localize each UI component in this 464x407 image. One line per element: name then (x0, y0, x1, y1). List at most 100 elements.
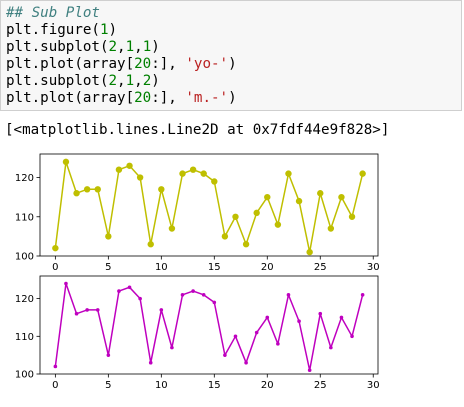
data-point (201, 293, 206, 297)
code-token: ) (228, 56, 237, 72)
code-editor[interactable]: ## Sub Plot plt.figure(1) plt.subplot(2,1,… (6, 5, 237, 107)
code-line: plt.subplot(2,1,2) (6, 73, 237, 90)
axes-frame (39, 153, 379, 257)
code-token: ) (151, 73, 160, 89)
y-tick-label: 100 (15, 370, 34, 381)
data-point (126, 162, 133, 169)
code-token: 20 (134, 56, 152, 72)
data-point (95, 308, 100, 312)
data-point (148, 360, 153, 365)
y-tick-label: 120 (15, 294, 34, 305)
code-token: ) (108, 22, 118, 38)
code-token: 2 (108, 39, 118, 55)
code-line: plt.subplot(2,1,1) (6, 39, 237, 56)
data-point (265, 315, 270, 320)
data-point (276, 342, 280, 346)
y-tick-label: 110 (15, 212, 34, 223)
data-point (200, 170, 207, 177)
data-point (274, 221, 282, 228)
code-line: ## Sub Plot (6, 5, 237, 22)
data-point (115, 166, 123, 173)
code-token: ## Sub Plot (6, 5, 100, 21)
data-point (327, 225, 335, 232)
data-point (348, 213, 356, 220)
data-point (158, 186, 165, 193)
x-tick-label: 5 (105, 262, 111, 273)
data-point (233, 334, 238, 339)
data-point (53, 364, 58, 369)
data-point (52, 244, 59, 252)
data-point (339, 315, 344, 320)
data-point (297, 319, 301, 324)
x-tick-label: 0 (52, 262, 58, 273)
data-point (138, 296, 142, 301)
data-point (105, 233, 112, 240)
code-token: 1 (125, 39, 135, 55)
x-tick-label: 5 (105, 380, 111, 391)
axes-frame (39, 275, 379, 375)
series-line (54, 282, 364, 371)
code-token: plt.subplot( (6, 73, 109, 89)
data-point (307, 368, 312, 373)
data-point (211, 178, 218, 185)
y-tick-label: 100 (15, 252, 34, 263)
data-point (264, 193, 271, 201)
x-tick-label: 15 (208, 380, 221, 391)
data-point (189, 166, 197, 173)
data-point (74, 311, 79, 316)
data-point (94, 186, 101, 193)
data-point (285, 170, 292, 177)
data-point (180, 293, 185, 297)
data-point (318, 311, 323, 316)
data-point (223, 353, 227, 357)
code-token: , (134, 73, 143, 89)
x-tick-label: 15 (208, 262, 221, 273)
data-point (136, 174, 144, 181)
data-point (64, 281, 68, 286)
code-token: ) (228, 90, 237, 106)
y-tick-label: 120 (15, 173, 34, 184)
x-tick-label: 20 (261, 380, 274, 391)
code-line: plt.plot(array[20:], 'm.-') (6, 90, 237, 107)
code-token: plt.subplot( (6, 39, 109, 55)
code-token: 1 (142, 39, 152, 55)
data-point (179, 170, 186, 177)
data-point (242, 241, 250, 248)
code-token: , (117, 73, 126, 89)
data-point (127, 285, 132, 290)
data-point (159, 308, 164, 312)
code-line: plt.plot(array[20:], 'yo-') (6, 56, 237, 73)
code-token: plt.plot(array[ (6, 56, 135, 72)
data-point (221, 233, 229, 240)
x-tick-label: 10 (155, 262, 168, 273)
data-point (147, 241, 154, 248)
data-point (286, 293, 291, 297)
code-token: 2 (108, 73, 118, 89)
data-point (62, 158, 70, 166)
data-point (317, 190, 324, 197)
code-token: plt.plot(array[ (6, 90, 135, 106)
data-point (212, 300, 217, 305)
data-point (253, 209, 260, 217)
cell-output-text: [<matplotlib.lines.Line2D at 0x7fdf44e9f… (5, 122, 390, 138)
data-point (232, 213, 239, 220)
code-token: 'm.-' (185, 90, 229, 106)
data-point (73, 190, 80, 197)
code-input-cell[interactable]: ## Sub Plot plt.figure(1) plt.subplot(2,1,… (0, 0, 462, 111)
y-tick-label: 110 (15, 332, 34, 343)
code-token: 1 (125, 73, 135, 89)
series-line (54, 161, 364, 253)
code-token: plt.figure( (6, 22, 100, 38)
code-token: , (134, 39, 143, 55)
code-token: 20 (134, 90, 152, 106)
data-point (85, 308, 89, 312)
x-tick-label: 30 (367, 262, 380, 273)
code-token: 'yo-' (185, 56, 229, 72)
data-point (254, 330, 259, 335)
data-point (168, 225, 176, 232)
x-tick-label: 25 (314, 380, 327, 391)
x-tick-label: 25 (314, 262, 327, 273)
x-tick-label: 0 (52, 380, 58, 391)
code-token: , (117, 39, 126, 55)
